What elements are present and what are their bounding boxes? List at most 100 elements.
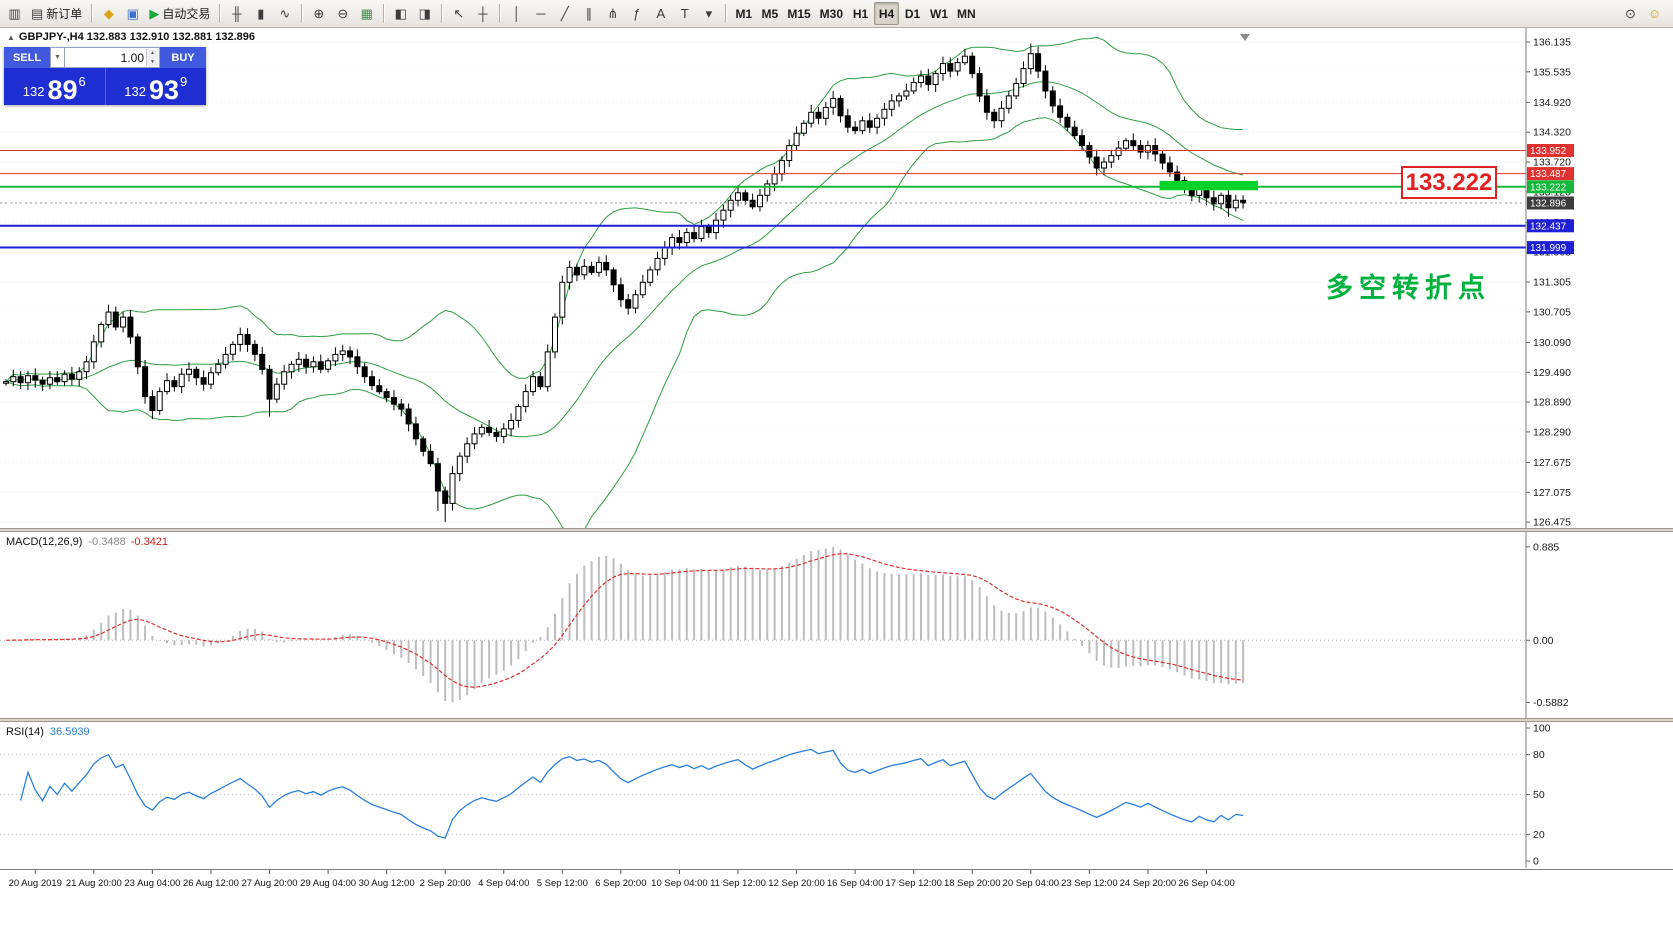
time-axis-label: 20 Aug 2019 <box>9 878 62 889</box>
candle-body <box>1166 162 1173 173</box>
candle-body <box>1049 90 1056 107</box>
candle-body <box>683 232 690 244</box>
turning-point-note[interactable]: 多空转折点 <box>1326 273 1491 303</box>
spin-up-icon[interactable]: ▲ <box>147 49 158 58</box>
pane-separator[interactable] <box>0 718 1673 722</box>
charts-menu[interactable]: ▥ <box>3 2 26 25</box>
cascade-windows-icon: ◨ <box>418 6 431 21</box>
buy-price[interactable]: 132 93 9 <box>106 68 207 105</box>
data-window[interactable]: ▣ <box>121 2 144 25</box>
horizontal-line-tool[interactable]: ─ <box>529 2 552 25</box>
time-axis-label: 24 Sep 20:00 <box>1120 878 1177 889</box>
candle-body <box>90 341 97 363</box>
time-axis-label: 20 Sep 04:00 <box>1003 878 1060 889</box>
new-order[interactable]: ▤ 新订单 <box>27 2 86 25</box>
cursor-tool[interactable]: ↖ <box>447 2 470 25</box>
zoom-out-icon: ⊖ <box>337 6 349 21</box>
tf-m5[interactable]: M5 <box>757 2 782 25</box>
tf-mn[interactable]: MN <box>953 2 980 25</box>
toolbar-separator <box>725 4 727 23</box>
bar-chart[interactable]: ╫ <box>225 2 248 25</box>
volume-input[interactable]: 1.00 ▲ ▼ <box>65 47 160 68</box>
buy-price-base: 132 <box>124 83 146 99</box>
cascade-windows[interactable]: ◨ <box>413 2 436 25</box>
tf-h1[interactable]: H1 <box>848 2 873 25</box>
order-type-dropdown[interactable]: ▼ <box>50 47 65 68</box>
candle-body <box>969 55 976 75</box>
vertical-line-tool[interactable]: │ <box>505 2 528 25</box>
time-axis-label: 12 Sep 20:00 <box>768 878 825 889</box>
zoom-in[interactable]: ⊕ <box>307 2 330 25</box>
price-tag <box>1527 241 1574 255</box>
price-tag-label: 132.437 <box>1530 221 1567 232</box>
help-smiley[interactable]: ☺ <box>1643 2 1666 25</box>
tf-m1[interactable]: M1 <box>731 2 756 25</box>
macd-axis-label: -0.5882 <box>1533 697 1569 709</box>
tf-d1[interactable]: D1 <box>900 2 925 25</box>
candle-body <box>493 431 500 437</box>
fibonacci-tool[interactable]: ƒ <box>625 2 648 25</box>
tf-m15[interactable]: M15 <box>783 2 814 25</box>
spin-down-icon[interactable]: ▼ <box>147 57 158 66</box>
macd-pane-canvas[interactable]: 0.885 0.00 -0.5882 <box>0 532 1673 718</box>
tf-m30[interactable]: M30 <box>816 2 847 25</box>
label-tool[interactable]: T <box>673 2 696 25</box>
candle-body <box>954 62 961 72</box>
candlestick-chart[interactable]: ▮ <box>249 2 272 25</box>
text-tool[interactable]: A <box>649 2 672 25</box>
search[interactable]: ⊙ <box>1619 2 1642 25</box>
candle-body <box>1240 199 1247 204</box>
trendline-tool[interactable]: ╱ <box>553 2 576 25</box>
candle-body <box>837 97 844 117</box>
candle-body <box>1130 140 1137 147</box>
tile-windows[interactable]: ◧ <box>389 2 412 25</box>
price-axis-label: 126.475 <box>1533 517 1571 528</box>
candle-body <box>822 106 829 119</box>
candle-body <box>3 381 9 384</box>
macd-axis-label: 0.885 <box>1533 541 1559 553</box>
autotrading[interactable]: ▶ 自动交易 <box>145 2 214 25</box>
tf-h4[interactable]: H4 <box>874 2 900 25</box>
buy-button[interactable]: BUY <box>160 47 206 68</box>
time-axis-label: 26 Aug 12:00 <box>183 878 239 889</box>
candle-body <box>705 226 712 234</box>
candle-body <box>1035 53 1042 72</box>
candle-body <box>347 350 353 358</box>
pitchfork-tool[interactable]: ⋔ <box>601 2 624 25</box>
time-axis[interactable]: 20 Aug 2019 21 Aug 20:00 23 Aug 04:00 26 Au… <box>0 869 1673 894</box>
price-tag-label: 131.999 <box>1530 243 1567 254</box>
price-callout-label[interactable]: 133.222 <box>1401 166 1497 199</box>
rsi-pane-canvas[interactable]: 100 80 50 20 0 <box>0 722 1673 868</box>
candle-body <box>427 450 434 465</box>
highlight-zone[interactable] <box>1159 180 1258 191</box>
vertical-line-tool-icon: │ <box>512 6 521 21</box>
candle-body <box>164 380 170 393</box>
price-tag <box>1527 144 1574 157</box>
trendline-tool-icon: ╱ <box>560 6 569 21</box>
candle-body <box>1079 135 1085 147</box>
horizontal-line-tool-icon: ─ <box>536 6 546 21</box>
zoom-out[interactable]: ⊖ <box>331 2 354 25</box>
charts-menu-icon: ▥ <box>8 6 21 21</box>
sell-price[interactable]: 132 89 6 <box>4 68 106 105</box>
crosshair-tool[interactable]: ┼ <box>471 2 494 25</box>
candle-body <box>603 261 610 271</box>
tf-m15-label: M15 <box>787 6 811 21</box>
line-chart[interactable]: ∿ <box>273 2 296 25</box>
shapes-dropdown[interactable]: ▾ <box>697 2 720 25</box>
chart-grid[interactable]: ▦ <box>355 2 378 25</box>
metaeditor[interactable]: ◆ <box>97 2 120 25</box>
tf-w1[interactable]: W1 <box>926 2 952 25</box>
candle-body <box>566 266 573 283</box>
pane-separator[interactable] <box>0 528 1673 532</box>
candle-body <box>222 353 229 365</box>
channel-tool[interactable]: ∥ <box>577 2 600 25</box>
chart-shift-marker[interactable] <box>1240 34 1250 41</box>
candle-body <box>273 383 280 400</box>
sell-price-base: 132 <box>22 83 45 99</box>
trade-panel-toggle-icon[interactable]: ▲ <box>7 32 15 42</box>
main-chart-canvas[interactable]: 136.135135.535134.920134.320133.720133.1… <box>0 28 1673 528</box>
volume-spinner[interactable]: ▲ ▼ <box>146 49 158 66</box>
sell-button[interactable]: SELL <box>4 47 50 68</box>
candle-body <box>288 363 295 373</box>
